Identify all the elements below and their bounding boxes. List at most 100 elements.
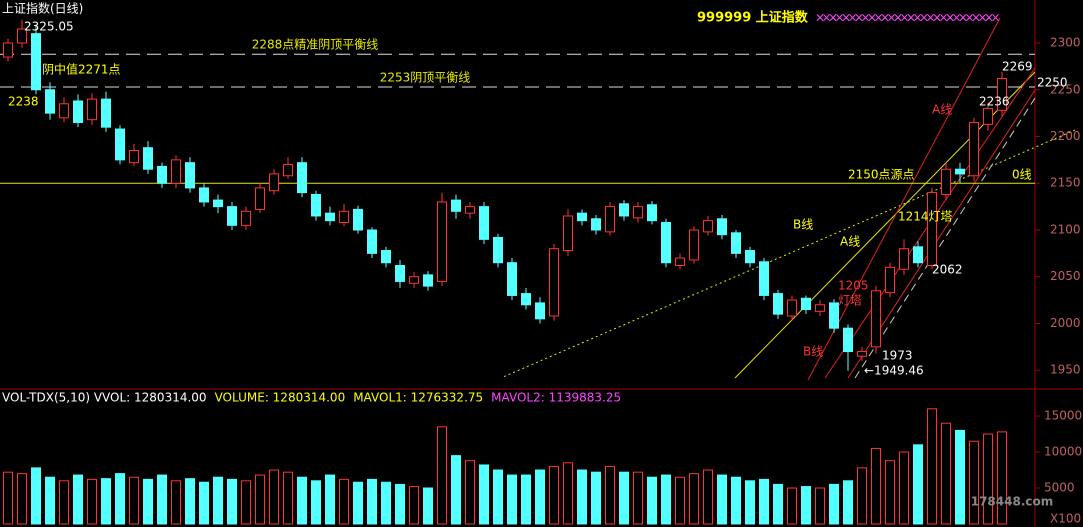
legend-marker: ×: [880, 11, 890, 25]
legend-marker: ×: [990, 11, 1000, 25]
candle-body: [129, 150, 139, 164]
y-tick-label: 2100: [1050, 222, 1081, 236]
trend-line: [807, 17, 1001, 381]
candle-body: [227, 206, 237, 226]
volume-bar: [171, 480, 181, 525]
volume-bar: [395, 483, 405, 525]
volume-bar: [199, 481, 209, 525]
volume-bar: [185, 478, 195, 525]
y-tick-label: 2250: [1050, 82, 1081, 96]
volume-bar: [227, 478, 237, 525]
candle-body: [563, 215, 573, 252]
reference-label: 2288点精准阴顶平衡线: [252, 38, 379, 52]
volume-bar: [101, 478, 111, 525]
volume-bar: [577, 469, 587, 525]
candle-body: [3, 42, 13, 58]
volume-bar: [675, 476, 685, 525]
annotation: B线: [793, 218, 813, 232]
legend-marker: ×: [958, 11, 968, 25]
candle-body: [479, 206, 489, 240]
y-tick-label: 2000: [1050, 316, 1081, 330]
legend-marker: ×: [828, 11, 838, 25]
candle-body: [59, 103, 69, 119]
candle-body: [955, 168, 965, 175]
volume-bar: [941, 422, 951, 525]
y-tick-label: 2300: [1050, 36, 1081, 50]
volume-bar: [703, 469, 713, 525]
candle-body: [199, 187, 209, 203]
candle-body: [801, 297, 811, 310]
volume-bar: [451, 455, 461, 525]
volume-bar: [535, 469, 545, 525]
volume-bar: [633, 471, 643, 525]
candle-body: [829, 302, 839, 329]
candle-body: [213, 199, 223, 208]
legend-marker: ×: [899, 11, 909, 25]
annotation: A线: [932, 103, 952, 117]
legend-marker: ×: [815, 11, 825, 25]
volume-bar: [143, 478, 153, 525]
volume-bar: [87, 478, 97, 525]
volume-bar: [213, 476, 223, 525]
indicator-label: MAVOL1: 1276332.75: [353, 391, 483, 405]
volume-bar: [871, 447, 881, 525]
y-tick-label: 5000: [1044, 481, 1075, 495]
candle-body: [451, 199, 461, 212]
candle-body: [661, 222, 671, 264]
candle-body: [269, 173, 279, 192]
annotation: 1214灯塔: [898, 210, 953, 224]
y-tick-label: 15000: [1044, 409, 1082, 423]
volume-bar: [45, 476, 55, 525]
candle-body: [885, 266, 895, 294]
volume-bar: [591, 471, 601, 525]
indicator-label: VOLUME: 1280314.00: [215, 391, 346, 405]
candle-body: [157, 165, 167, 184]
candle-body: [703, 220, 713, 233]
candle-body: [311, 193, 321, 217]
volume-bar: [465, 460, 475, 525]
candle-body: [605, 206, 615, 233]
volume-bar: [283, 471, 293, 525]
candle-body: [633, 206, 643, 219]
candle-body: [927, 192, 937, 267]
annotation: 2238: [8, 95, 39, 109]
legend-marker: ×: [841, 11, 851, 25]
legend-marker: ×: [873, 11, 883, 25]
volume-bar: [241, 480, 251, 525]
legend-marker: ×: [932, 11, 942, 25]
candle-body: [759, 261, 769, 296]
volume-bar: [423, 487, 433, 525]
legend-marker: ×: [951, 11, 961, 25]
candle-body: [731, 232, 741, 254]
candle-body: [969, 121, 979, 177]
chart-title: 上证指数(日线): [2, 1, 83, 16]
watermark: 178448.com: [971, 495, 1054, 509]
candle-body: [857, 351, 867, 357]
volume-bar: [325, 474, 335, 525]
y-tick-label: 1950: [1050, 363, 1081, 377]
legend-marker: ×: [945, 11, 955, 25]
volume-bar: [409, 486, 419, 525]
volume-bar: [927, 408, 937, 525]
volume-bar: [115, 473, 125, 525]
annotation: 2150点源点: [848, 168, 915, 182]
candle-body: [913, 246, 923, 264]
volume-bar: [17, 473, 27, 525]
candle-body: [241, 210, 251, 226]
annotation: B线: [803, 345, 823, 359]
trend-line: [854, 97, 1036, 379]
candle-body: [773, 293, 783, 315]
volume-bar: [269, 469, 279, 525]
y-tick-label: 10000: [1044, 445, 1082, 459]
candle-body: [997, 78, 1007, 111]
volume-bar: [493, 469, 503, 525]
volume-bar: [563, 462, 573, 525]
annotation: 0线: [1012, 168, 1032, 182]
legend-marker: ×: [867, 11, 877, 25]
annotation: 灯塔: [838, 294, 862, 308]
candle-body: [353, 208, 363, 231]
candle-body: [493, 236, 503, 264]
volume-bar: [619, 471, 629, 525]
candle-body: [787, 299, 797, 317]
